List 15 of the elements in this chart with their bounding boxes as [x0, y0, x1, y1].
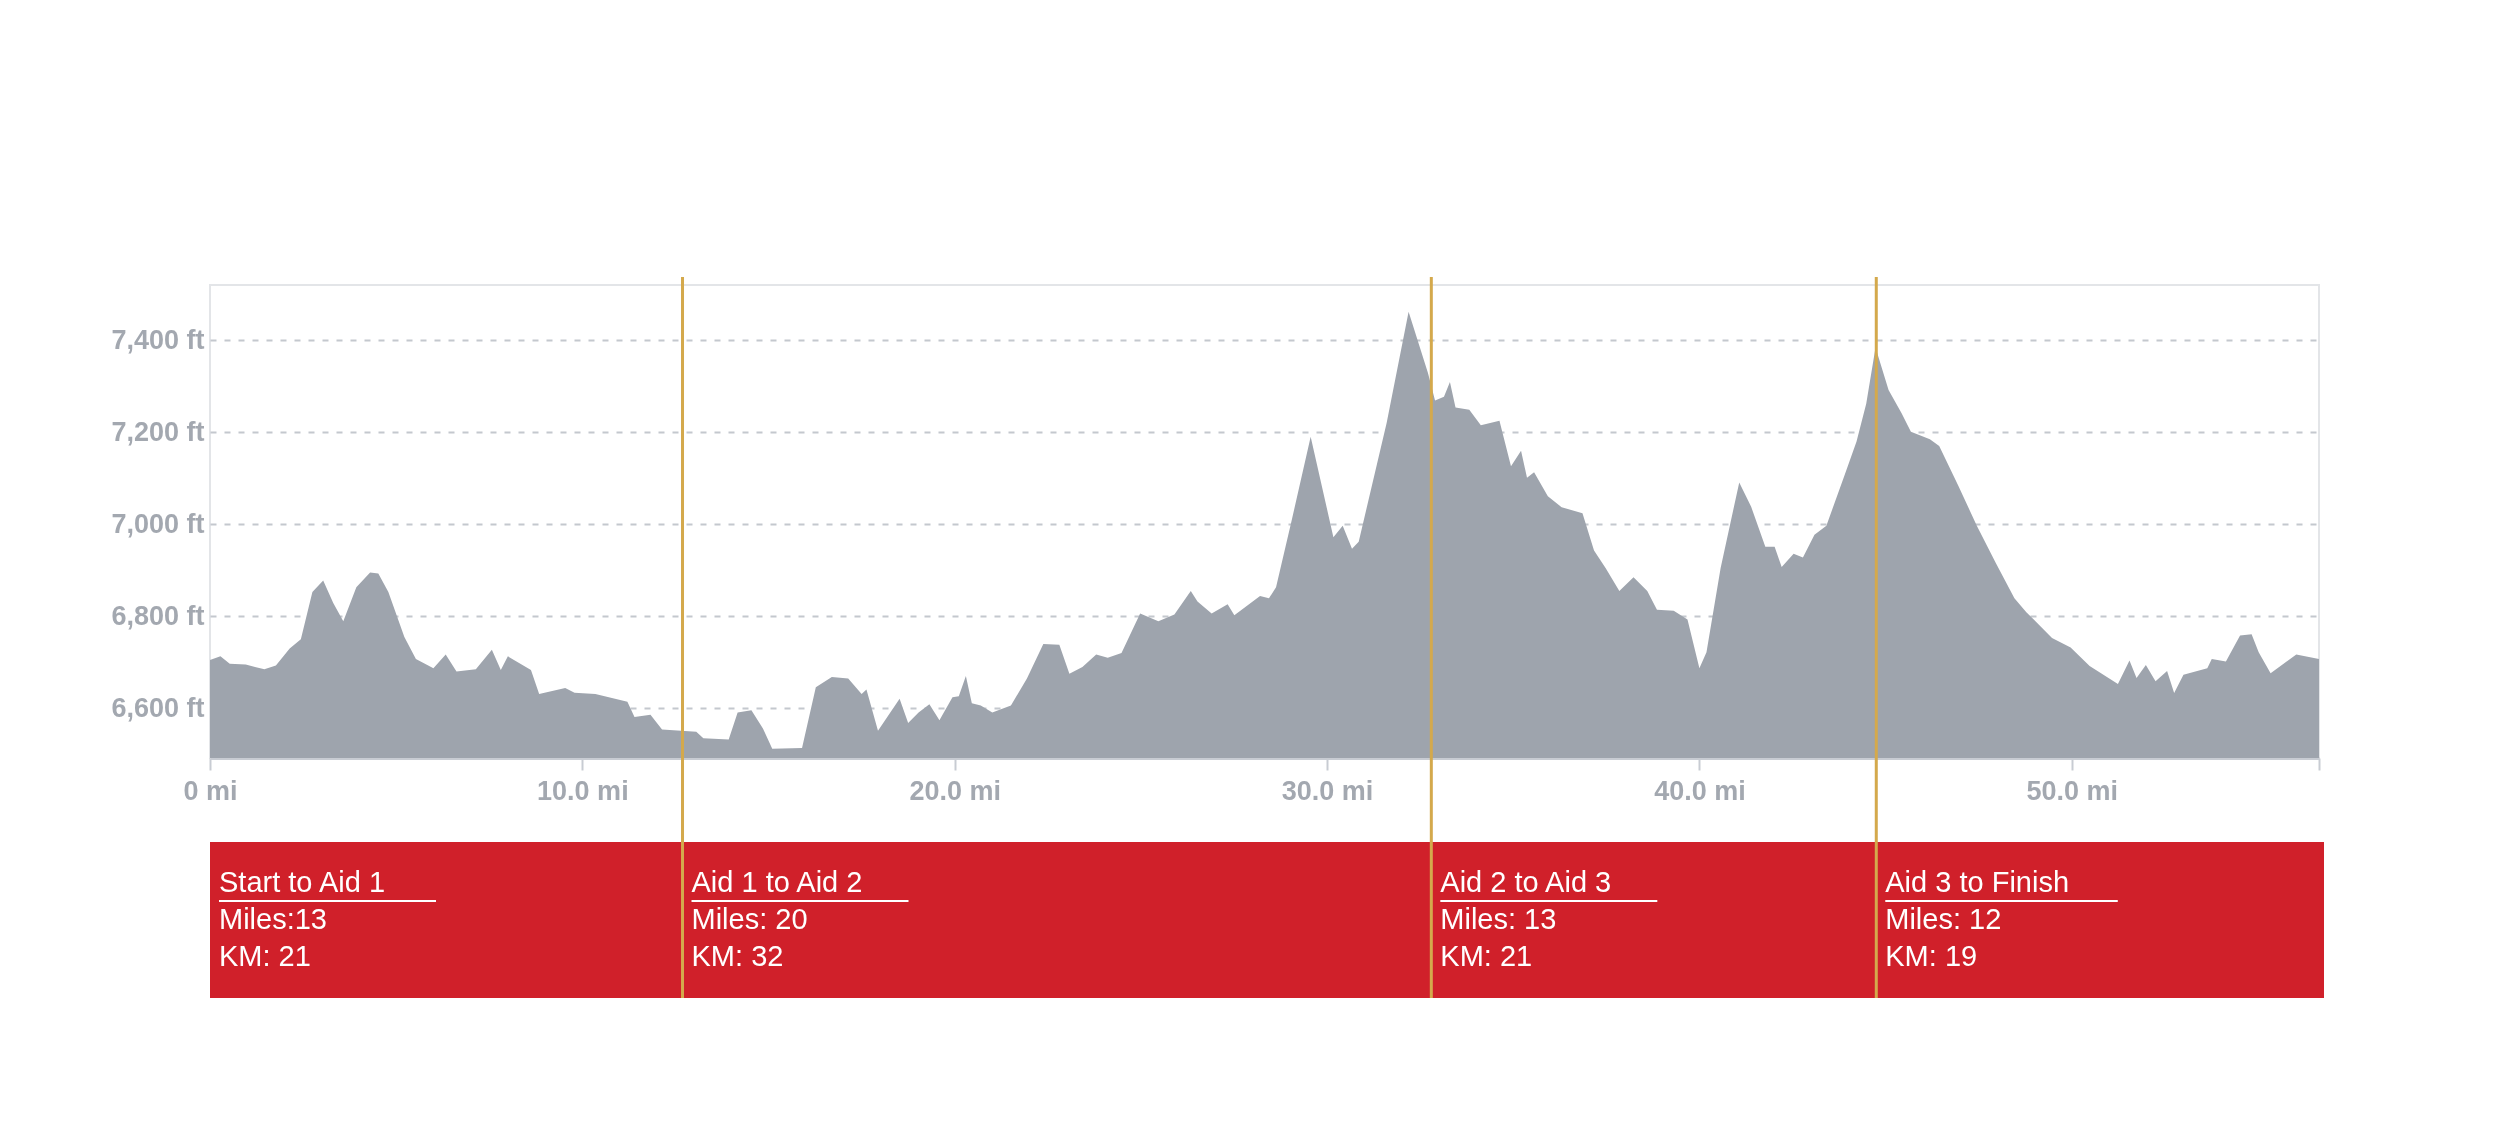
text: Aid 3 to Finish Miles: 12 KM: 19 — [1885, 866, 2070, 972]
text: Aid 2 to Aid 3 Miles: 13 KM: 21 — [1440, 866, 1612, 972]
y-tick-label: 7,000 ft — [111, 508, 205, 539]
y-tick-label: 6,600 ft — [111, 692, 205, 723]
x-tick-label: 20.0 mi — [909, 775, 1001, 806]
x-tick-label: 0 mi — [183, 775, 238, 806]
y-tick-label: 7,200 ft — [111, 416, 205, 447]
y-tick-label: 7,400 ft — [111, 324, 205, 355]
text: Aid 1 to Aid 2 Miles: 20 KM: 32 — [691, 866, 863, 972]
x-tick-label: 30.0 mi — [1281, 775, 1374, 806]
text: Start to Aid 1 Miles:13 KM: 21 — [219, 866, 386, 972]
x-tick-label: 50.0 mi — [2026, 775, 2119, 806]
x-tick-label: 10.0 mi — [537, 775, 629, 806]
x-tick-label: 40.0 mi — [1654, 775, 1746, 806]
y-tick-label: 6,800 ft — [111, 600, 205, 631]
